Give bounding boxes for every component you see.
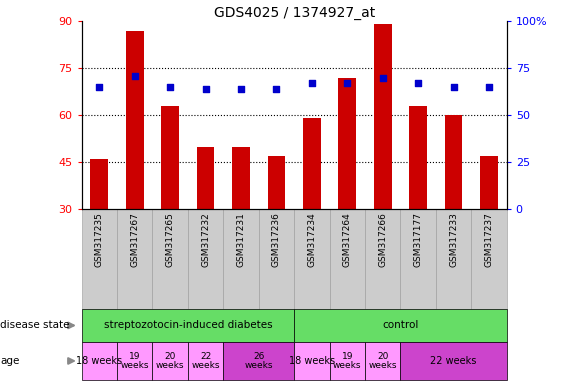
- Point: [378, 74, 387, 81]
- Point: [343, 80, 352, 86]
- Point: [236, 86, 245, 92]
- Bar: [303, 118, 321, 209]
- Text: 22
weeks: 22 weeks: [191, 352, 220, 370]
- Text: 19
weeks: 19 weeks: [120, 352, 149, 370]
- Point: [449, 84, 458, 90]
- Text: 26
weeks: 26 weeks: [244, 352, 273, 370]
- Bar: [338, 78, 356, 209]
- Text: streptozotocin-induced diabetes: streptozotocin-induced diabetes: [104, 320, 272, 331]
- Bar: [232, 147, 250, 209]
- Bar: [445, 115, 462, 209]
- Text: 20
weeks: 20 weeks: [156, 352, 185, 370]
- Point: [95, 84, 104, 90]
- Bar: [91, 159, 108, 209]
- Text: 22 weeks: 22 weeks: [430, 356, 477, 366]
- Text: control: control: [382, 320, 419, 331]
- Point: [130, 73, 139, 79]
- Title: GDS4025 / 1374927_at: GDS4025 / 1374927_at: [213, 6, 375, 20]
- Text: disease state: disease state: [0, 320, 69, 331]
- Bar: [409, 106, 427, 209]
- Text: 18 weeks: 18 weeks: [76, 356, 122, 366]
- Text: 20
weeks: 20 weeks: [368, 352, 397, 370]
- Bar: [126, 31, 144, 209]
- Bar: [480, 156, 498, 209]
- Text: 18 weeks: 18 weeks: [289, 356, 335, 366]
- Point: [307, 80, 316, 86]
- Bar: [196, 147, 215, 209]
- Point: [272, 86, 281, 92]
- Point: [201, 86, 210, 92]
- Point: [166, 84, 175, 90]
- Point: [485, 84, 494, 90]
- Point: [414, 80, 423, 86]
- Bar: [162, 106, 179, 209]
- Text: 19
weeks: 19 weeks: [333, 352, 361, 370]
- Bar: [374, 24, 392, 209]
- Bar: [267, 156, 285, 209]
- Text: age: age: [0, 356, 19, 366]
